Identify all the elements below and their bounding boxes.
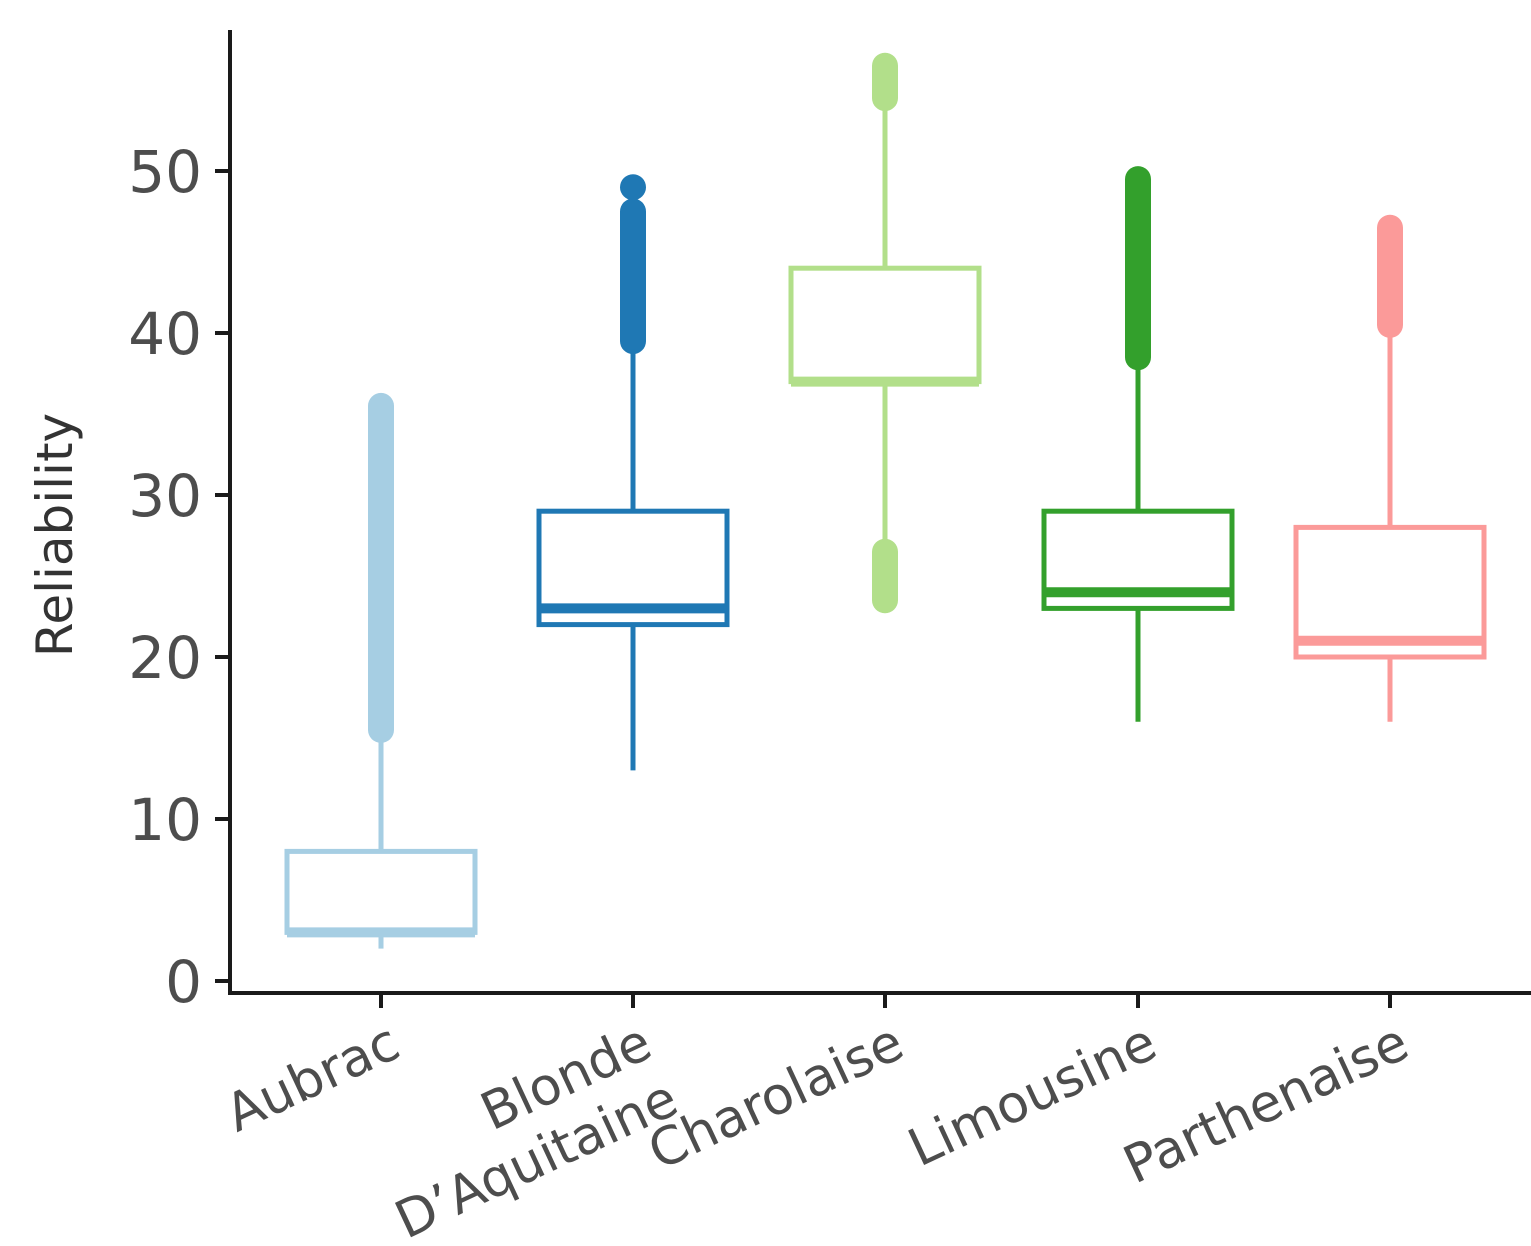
outliers-high — [1125, 166, 1151, 371]
x-tick-label: BlondeD’Aquitaine — [360, 1012, 686, 1246]
x-axis-ticks: Aubrac BlondeD’AquitaineCharolaiseLimousi… — [217, 993, 1418, 1246]
y-tick-label: 0 — [165, 948, 202, 1016]
x-tick-label-line: Charolaise — [640, 1012, 913, 1182]
outlier-point — [620, 174, 646, 201]
outliers-high — [872, 52, 898, 112]
y-tick-label: 20 — [128, 624, 202, 692]
box-group-aubrac — [284, 392, 478, 949]
x-tick-label: Parthenaise — [1115, 1012, 1418, 1196]
y-axis-ticks: 0 10 20 30 40 50 — [128, 138, 230, 1016]
y-tick-label: 50 — [128, 138, 202, 206]
x-tick-label-line: Aubrac — [217, 1012, 409, 1144]
box-iqr — [1293, 524, 1487, 660]
outliers-high — [368, 392, 394, 743]
y-axis-title: Reliability — [26, 413, 84, 657]
box-iqr — [284, 848, 478, 935]
box-iqr — [788, 265, 982, 385]
outliers-low — [872, 538, 898, 614]
y-tick-label: 30 — [128, 462, 202, 530]
box-group-blonde-d-aquitaine — [536, 174, 730, 771]
y-tick-label: 10 — [128, 786, 202, 854]
boxes-layer — [284, 52, 1487, 949]
x-tick-label: Charolaise — [640, 1012, 913, 1182]
outliers-high — [1377, 214, 1403, 338]
y-tick-label: 40 — [128, 300, 202, 368]
x-tick-label: Aubrac — [217, 1012, 409, 1144]
outliers-high — [620, 198, 646, 355]
box-group-charolaise — [788, 52, 982, 614]
box-group-limousine — [1041, 166, 1235, 722]
box-group-parthenaise — [1293, 214, 1487, 722]
x-tick-label-line: Parthenaise — [1115, 1012, 1418, 1196]
